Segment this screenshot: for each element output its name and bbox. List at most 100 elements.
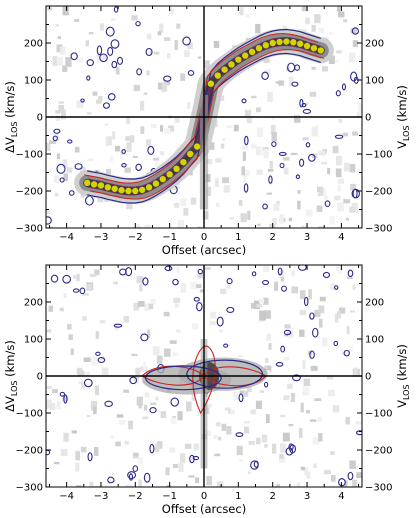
y-tick-label-right: −200	[365, 187, 392, 198]
model-point	[228, 61, 235, 68]
y-tick-label-left: 200	[24, 298, 43, 309]
noise-contour	[196, 301, 203, 312]
noise-contour	[59, 177, 65, 183]
noise-contour	[343, 349, 350, 357]
x-axis-title: Offset (arcsec)	[162, 502, 246, 516]
noise-contour	[235, 432, 244, 437]
noise-contour	[243, 183, 249, 193]
noise-contour	[261, 71, 269, 80]
model-point	[255, 44, 263, 52]
x-tick-label: −3	[94, 232, 109, 243]
noise-contour	[111, 60, 118, 69]
model-point	[125, 187, 132, 195]
x-tick-label: −1	[162, 491, 177, 502]
x-tick-label: −2	[128, 491, 143, 502]
noise-contour	[70, 52, 78, 61]
noise-contour	[338, 478, 346, 487]
model-point	[97, 182, 105, 189]
noise-contour	[147, 145, 155, 155]
y-axis-title-right: VLOS (km/s)	[395, 85, 411, 149]
noise-contour	[121, 163, 127, 168]
noise-contour	[334, 134, 344, 139]
noise-contour	[121, 149, 126, 154]
noise-contour	[59, 391, 66, 397]
noise-contour	[192, 455, 200, 461]
noise-contour	[63, 394, 68, 404]
model-point	[159, 175, 166, 183]
noise-contour	[104, 400, 113, 408]
y-tick-label-right: −200	[365, 446, 392, 457]
noise-contour	[244, 135, 249, 146]
model-point	[90, 181, 98, 188]
noise-contour	[262, 203, 268, 210]
noise-contour	[226, 278, 233, 285]
noise-contour	[170, 397, 180, 407]
noise-contour	[303, 296, 309, 307]
y-tick-label-right: −300	[365, 483, 392, 494]
y-tick-label-left: 0	[37, 372, 43, 383]
x-tick-label: −3	[94, 491, 109, 502]
noise-contour	[216, 316, 224, 327]
noise-contour	[67, 139, 73, 144]
noise-contour	[324, 200, 331, 208]
noise-contour	[52, 135, 58, 142]
model-point	[145, 184, 153, 191]
noise-contour	[226, 306, 235, 313]
model-point	[276, 38, 283, 46]
noise-contour	[308, 153, 316, 162]
noise-contour	[107, 476, 115, 484]
model-point	[152, 180, 160, 187]
noise-contour	[135, 163, 142, 172]
x-tick-label: 4	[338, 491, 344, 502]
model-point	[180, 158, 187, 166]
x-tick-label: 2	[270, 232, 276, 243]
model-point	[84, 179, 91, 187]
x-tick-label: 1	[235, 232, 241, 243]
y-axis-title-left: ΔVLOS (km/s)	[3, 340, 19, 412]
y-tick-label-right: 100	[365, 335, 384, 346]
noise-contour	[119, 268, 127, 276]
noise-contour	[95, 351, 101, 356]
model-point	[290, 39, 297, 46]
y-tick-label-left: −300	[16, 224, 43, 235]
noise-contour	[197, 268, 204, 275]
x-tick-label: 4	[338, 232, 344, 243]
noise-contour	[113, 6, 119, 13]
x-tick-label: 1	[235, 491, 241, 502]
noise-contour	[132, 465, 139, 472]
noise-contour	[347, 471, 354, 481]
noise-contour	[297, 265, 307, 271]
model-point	[132, 187, 139, 195]
noise-contour	[83, 378, 93, 388]
noise-contour	[275, 361, 284, 367]
noise-contour	[72, 288, 80, 293]
model-point	[193, 143, 201, 150]
noise-contour	[182, 36, 191, 46]
model-point	[173, 165, 180, 172]
y-axis-title-left: ΔVLOS (km/s)	[3, 81, 19, 153]
noise-contour	[97, 357, 106, 363]
model-point	[283, 38, 290, 45]
noise-contour	[145, 47, 153, 57]
noise-contour	[263, 381, 269, 388]
noise-contour	[278, 151, 287, 157]
model-point	[242, 52, 249, 59]
x-tick-label: 3	[304, 491, 310, 502]
noise-contour	[79, 287, 86, 295]
model-point	[207, 80, 215, 87]
noise-contour	[283, 329, 292, 336]
x-tick-label: 0	[201, 232, 207, 243]
noise-contour	[355, 430, 362, 436]
model-point	[235, 56, 242, 63]
x-tick-label: −2	[128, 232, 143, 243]
noise-contour	[62, 274, 71, 284]
model-point	[303, 42, 311, 50]
noise-contour	[128, 473, 134, 481]
y-tick-label-right: −100	[365, 409, 392, 420]
noise-contour	[253, 460, 259, 468]
y-tick-label-left: −200	[16, 446, 43, 457]
noise-contour	[193, 296, 200, 302]
model-point	[138, 186, 146, 194]
noise-contour	[149, 443, 155, 454]
x-tick-label: −1	[162, 232, 177, 243]
